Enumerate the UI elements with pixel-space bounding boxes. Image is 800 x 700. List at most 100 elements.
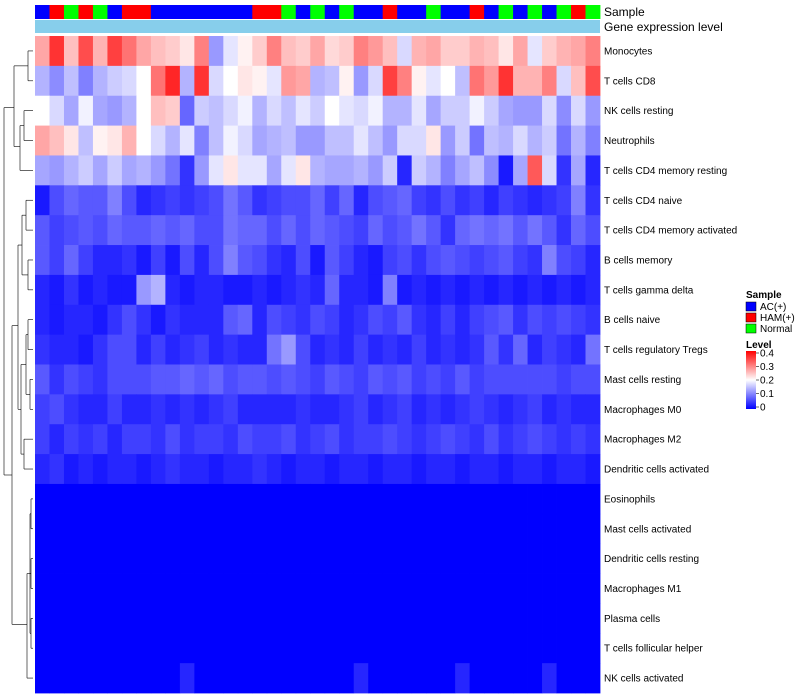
heatmap-cell: [165, 95, 181, 126]
heatmap-cell: [237, 95, 253, 126]
heatmap-cell: [353, 454, 369, 485]
heatmap-cell: [237, 424, 253, 455]
heatmap-cell: [397, 603, 413, 634]
heatmap-cell: [527, 573, 543, 604]
heatmap-cell: [353, 304, 369, 336]
heatmap-cell: [353, 215, 369, 246]
heatmap-cell: [556, 394, 572, 425]
heatmap-cell: [194, 215, 210, 246]
heatmap-cell: [397, 274, 413, 306]
heatmap-cell: [368, 513, 384, 545]
heatmap-cell: [35, 304, 50, 336]
heatmap-cell: [35, 125, 50, 156]
heatmap-cell: [92, 185, 108, 216]
heatmap-cell: [513, 334, 528, 365]
heatmap-cell: [324, 274, 340, 306]
heatmap-cell: [281, 513, 297, 545]
heatmap-cell: [107, 304, 123, 336]
heatmap-cell: [484, 573, 499, 604]
heatmap-cell: [295, 65, 311, 97]
level-tick-label: 0.4: [760, 349, 774, 360]
heatmap-cell: [353, 543, 369, 574]
sample-annotation-label: Sample: [604, 5, 645, 19]
heatmap-cell: [411, 65, 427, 97]
heatmap-cell: [339, 304, 355, 336]
heatmap-cell: [35, 65, 50, 97]
heatmap-cell: [397, 364, 413, 395]
sample-cell: [513, 5, 528, 19]
heatmap-cell: [339, 185, 355, 216]
sample-cell: [527, 5, 543, 19]
heatmap-cell: [426, 245, 442, 276]
heatmap-cell: [382, 394, 398, 425]
heatmap-cell: [78, 304, 94, 336]
sample-cell: [397, 5, 413, 19]
heatmap-cell: [136, 663, 152, 694]
heatmap-cell: [49, 155, 65, 186]
heatmap-cell: [455, 185, 471, 216]
heatmap-cell: [63, 304, 79, 336]
heatmap-cell: [571, 334, 586, 365]
heatmap-cell: [542, 215, 557, 246]
heatmap-cell: [513, 424, 528, 455]
heatmap-cell: [585, 633, 601, 664]
heatmap-cell: [382, 95, 398, 126]
heatmap-cell: [121, 424, 137, 455]
heatmap-cell: [455, 274, 471, 306]
heatmap-cell: [78, 513, 94, 545]
heatmap-cell: [353, 663, 369, 694]
heatmap-cell: [49, 274, 65, 306]
heatmap-cell: [92, 155, 108, 186]
heatmap-cell: [165, 483, 181, 515]
heatmap-cell: [324, 155, 340, 186]
sample-cell: [281, 5, 297, 19]
heatmap-cell: [150, 573, 166, 604]
heatmap-cell: [208, 334, 224, 365]
heatmap-cell: [397, 454, 413, 485]
heatmap-cell: [455, 155, 471, 186]
heatmap-cell: [542, 125, 557, 156]
heatmap-cell: [397, 573, 413, 604]
row-label: T cells regulatory Tregs: [604, 345, 708, 356]
heatmap-cell: [310, 95, 326, 126]
heatmap-cell: [484, 603, 499, 634]
heatmap-cell: [585, 274, 601, 306]
heatmap-cell: [411, 364, 427, 395]
sample-cell: [49, 5, 65, 19]
heatmap-cell: [571, 215, 586, 246]
heatmap-cell: [252, 274, 268, 306]
heatmap-cell: [310, 245, 326, 276]
heatmap-cell: [208, 573, 224, 604]
heatmap-cell: [63, 603, 79, 634]
heatmap-cell: [295, 245, 311, 276]
row-label: B cells memory: [604, 255, 672, 266]
heatmap-cell: [382, 274, 398, 306]
heatmap-cell: [237, 454, 253, 485]
sample-cell: [35, 5, 50, 19]
heatmap-cell: [455, 603, 471, 634]
heatmap-cell: [339, 274, 355, 306]
heatmap-cell: [455, 573, 471, 604]
sample-cell: [324, 5, 340, 19]
heatmap-cell: [281, 215, 297, 246]
heatmap-cell: [165, 245, 181, 276]
heatmap-cell: [498, 454, 514, 485]
heatmap-cell: [63, 155, 79, 186]
heatmap-cell: [252, 633, 268, 664]
heatmap-cell: [150, 334, 166, 365]
heatmap-cell: [35, 36, 50, 67]
heatmap-cell: [78, 394, 94, 425]
heatmap-cell: [165, 65, 181, 97]
row-label: NK cells resting: [604, 106, 673, 117]
heatmap-cell: [426, 334, 442, 365]
row-label: T cells CD8: [604, 76, 656, 87]
heatmap-cell: [208, 364, 224, 395]
heatmap-cell: [440, 185, 456, 216]
heatmap-cell: [252, 155, 268, 186]
heatmap-cell: [440, 633, 456, 664]
heatmap-cell: [107, 573, 123, 604]
heatmap-cell: [281, 95, 297, 126]
heatmap-cell: [426, 185, 442, 216]
heatmap-cell: [440, 155, 456, 186]
heatmap-cell: [353, 245, 369, 276]
